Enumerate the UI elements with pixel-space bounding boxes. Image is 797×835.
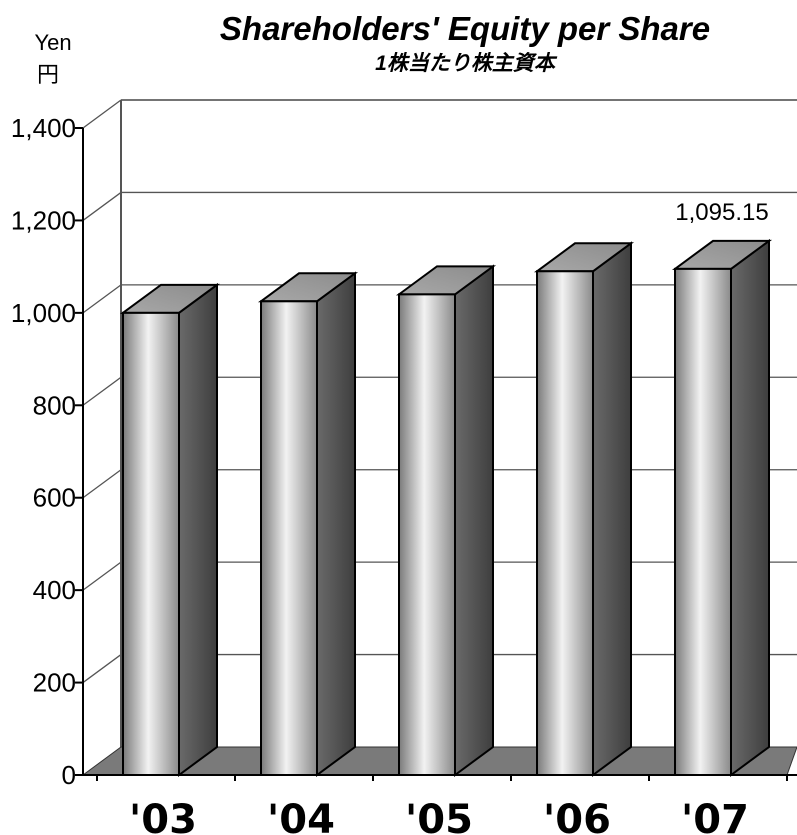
y-tick-label: 1,000 <box>11 298 76 328</box>
y-axis: 0 200 400 600 800 1,000 1,200 1,400 <box>11 113 84 790</box>
x-tick-label: '03 <box>129 797 197 835</box>
x-tick-label: '04 <box>267 797 335 835</box>
bar-06 <box>533 241 635 777</box>
y-tick-label: 600 <box>33 483 76 513</box>
x-tick-label: '05 <box>405 797 473 835</box>
gridline-diagonal <box>82 284 122 314</box>
bar-side <box>454 264 494 777</box>
x-tick-label: '06 <box>543 797 611 835</box>
bar-front <box>260 300 318 776</box>
y-unit-en: Yen <box>34 30 71 55</box>
bar-front <box>398 293 456 776</box>
y-tick-label: 400 <box>33 575 76 605</box>
bar-side <box>316 271 356 777</box>
gridline-diagonal <box>82 376 122 406</box>
chart-subtitle: 1株当たり株主資本 <box>375 51 558 75</box>
chart-title: Shareholders' Equity per Share <box>220 10 710 47</box>
bars <box>119 238 773 777</box>
gridline-diagonal <box>82 469 122 499</box>
bar-side <box>178 282 218 777</box>
y-tick-label: 800 <box>33 390 76 420</box>
bar-front <box>674 267 732 776</box>
gridline-diagonal <box>82 561 122 591</box>
y-tick-label: 200 <box>33 668 76 698</box>
bar-side <box>730 238 770 777</box>
bar-04 <box>257 271 359 777</box>
bar-03 <box>119 282 221 777</box>
gridline-diagonal <box>82 654 122 684</box>
y-tick-label: 1,200 <box>11 205 76 235</box>
bar-front <box>122 311 180 776</box>
bar-07 <box>671 238 773 777</box>
data-label: 1,095.15 <box>675 199 768 226</box>
labels: '03 '04 '05 '06 '07 1,095.15 <box>129 199 769 835</box>
bar-front <box>536 270 594 776</box>
x-tick-label: '07 <box>681 797 749 835</box>
y-unit-ja: 円 <box>37 62 59 87</box>
gridline-diagonal <box>82 191 122 221</box>
bar-side <box>592 241 632 777</box>
y-tick-label: 0 <box>62 760 76 790</box>
y-tick-label: 1,400 <box>11 113 76 143</box>
bar-05 <box>395 264 497 777</box>
gridline-diagonal <box>82 99 122 129</box>
